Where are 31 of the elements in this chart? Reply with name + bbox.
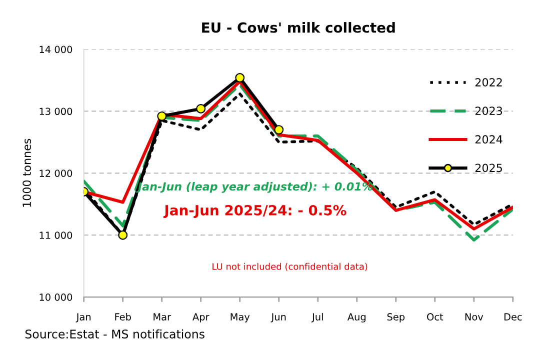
x-tick-label: Jan (76, 313, 91, 322)
y-tick-label: 11 000 (40, 232, 72, 239)
x-tick-label: Apr (192, 313, 210, 322)
legend-label: 2023 (475, 106, 502, 116)
annotation: LU not included (confidential data) (212, 262, 368, 271)
point (157, 111, 167, 121)
x-tick-label: Mar (154, 313, 172, 321)
x-tick-label: Jun (270, 313, 286, 322)
annotation: Jan-Jun 2025/24: - 0.5% (163, 204, 346, 218)
legend-label: 2024 (475, 135, 502, 144)
legend-label: 2025 (475, 164, 502, 172)
x-tick-label: Aug (347, 313, 366, 322)
x-tick-label: Feb (115, 313, 131, 321)
x-tick-label: Sep (387, 313, 405, 322)
point (274, 125, 284, 135)
y-tick-label: 12 000 (40, 170, 72, 177)
x-tick-label: May (230, 313, 250, 322)
x-tick-label: Nov (465, 313, 484, 321)
x-tick-label: Oct (427, 313, 444, 321)
point (118, 230, 128, 240)
source-note: Source:Estat - MS notifications (25, 329, 204, 338)
point (196, 104, 206, 114)
y-tick-label: 13 000 (40, 108, 72, 116)
y-axis-title: 1000 tonnes (22, 138, 32, 207)
chart-title: EU - Cows' milk collected (202, 22, 395, 33)
y-tick-label: 14 000 (40, 46, 72, 54)
x-tick-label: Jul (312, 313, 323, 322)
point (235, 73, 245, 82)
legend-label: 2022 (475, 78, 502, 87)
x-tick-label: Dec (504, 313, 522, 321)
y-tick-label: 10 000 (40, 294, 72, 301)
